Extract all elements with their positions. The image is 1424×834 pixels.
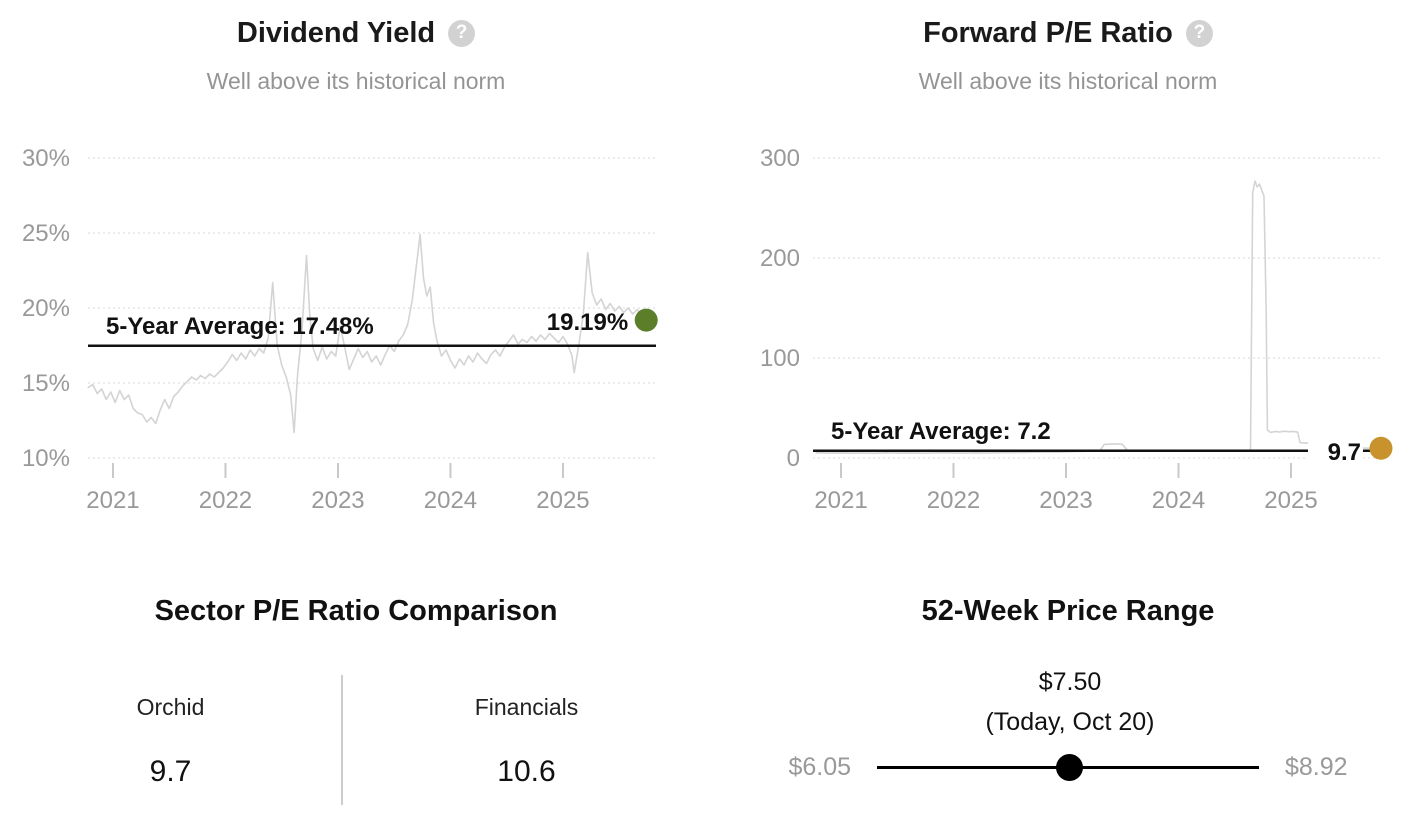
dividend-yield-panel: Dividend Yield ? Well above its historic… (0, 0, 712, 570)
svg-text:20%: 20% (22, 295, 70, 322)
range-high-label: $8.92 (1285, 753, 1348, 781)
sector-comparison-columns: Orchid 9.7 Financials 10.6 (0, 694, 712, 789)
dividend-yield-subtitle: Well above its historical norm (206, 68, 506, 94)
dividend-yield-title: Dividend Yield (236, 17, 436, 49)
comparison-value: 10.6 (497, 755, 556, 788)
comparison-value: 9.7 (149, 755, 192, 788)
svg-text:2023: 2023 (311, 487, 364, 514)
svg-text:2023: 2023 (1039, 487, 1092, 514)
svg-text:15%: 15% (22, 370, 70, 397)
comparison-column-financials: Financials 10.6 (341, 694, 712, 789)
sector-comparison-title: Sector P/E Ratio Comparison (154, 595, 558, 627)
help-icon[interactable]: ? (1185, 19, 1213, 47)
forward-pe-header: Forward P/E Ratio ? Well above its histo… (712, 0, 1424, 95)
svg-text:10%: 10% (22, 445, 70, 472)
svg-text:2021: 2021 (86, 487, 139, 514)
svg-text:2022: 2022 (199, 487, 252, 514)
svg-text:2021: 2021 (814, 487, 867, 514)
price-range-slider: $7.50 (Today, Oct 20) $6.05 $8.92 (788, 662, 1348, 832)
forward-pe-panel: Forward P/E Ratio ? Well above its histo… (712, 0, 1424, 570)
svg-text:2025: 2025 (536, 487, 589, 514)
svg-text:2024: 2024 (424, 487, 477, 514)
svg-text:25%: 25% (22, 220, 70, 247)
svg-text:2025: 2025 (1264, 487, 1317, 514)
forward-pe-subtitle: Well above its historical norm (918, 68, 1218, 94)
price-range-title: 52-Week Price Range (921, 595, 1215, 627)
svg-text:2022: 2022 (927, 487, 980, 514)
svg-text:9.7: 9.7 (1328, 439, 1361, 466)
range-low-label: $6.05 (788, 753, 851, 781)
dividend-yield-header: Dividend Yield ? Well above its historic… (0, 0, 712, 95)
help-icon[interactable]: ? (448, 19, 476, 47)
svg-text:100: 100 (760, 345, 800, 372)
svg-text:200: 200 (760, 245, 800, 272)
svg-text:5-Year Average: 17.48%: 5-Year Average: 17.48% (106, 313, 374, 340)
sector-comparison-panel: Sector P/E Ratio Comparison Orchid 9.7 F… (0, 570, 712, 834)
svg-text:30%: 30% (22, 145, 70, 172)
svg-text:5-Year Average: 7.2: 5-Year Average: 7.2 (831, 418, 1051, 445)
column-divider (341, 675, 343, 805)
range-current-dot[interactable] (1056, 754, 1084, 781)
svg-text:2024: 2024 (1152, 487, 1205, 514)
comparison-label: Financials (474, 694, 579, 720)
price-range-panel: 52-Week Price Range $7.50 (Today, Oct 20… (712, 570, 1424, 834)
comparison-label: Orchid (136, 694, 205, 720)
comparison-column-orchid: Orchid 9.7 (0, 694, 341, 789)
forward-pe-chart[interactable]: 300 200 100 0 2021 2022 2023 2024 2025 5-Year Ave… (712, 128, 1424, 528)
today-price: $7.50 (1038, 668, 1102, 696)
svg-text:0: 0 (787, 445, 800, 472)
svg-text:300: 300 (760, 145, 800, 172)
svg-text:19.19%: 19.19% (547, 309, 628, 336)
today-price-label: $7.50 (Today, Oct 20) (985, 662, 1154, 742)
forward-pe-title: Forward P/E Ratio (923, 17, 1173, 49)
today-note: (Today, Oct 20) (985, 708, 1155, 736)
dividend-yield-chart[interactable]: 30% 25% 20% 15% 10% 2021 2022 2023 2024 2025 5-Yea… (0, 128, 712, 528)
